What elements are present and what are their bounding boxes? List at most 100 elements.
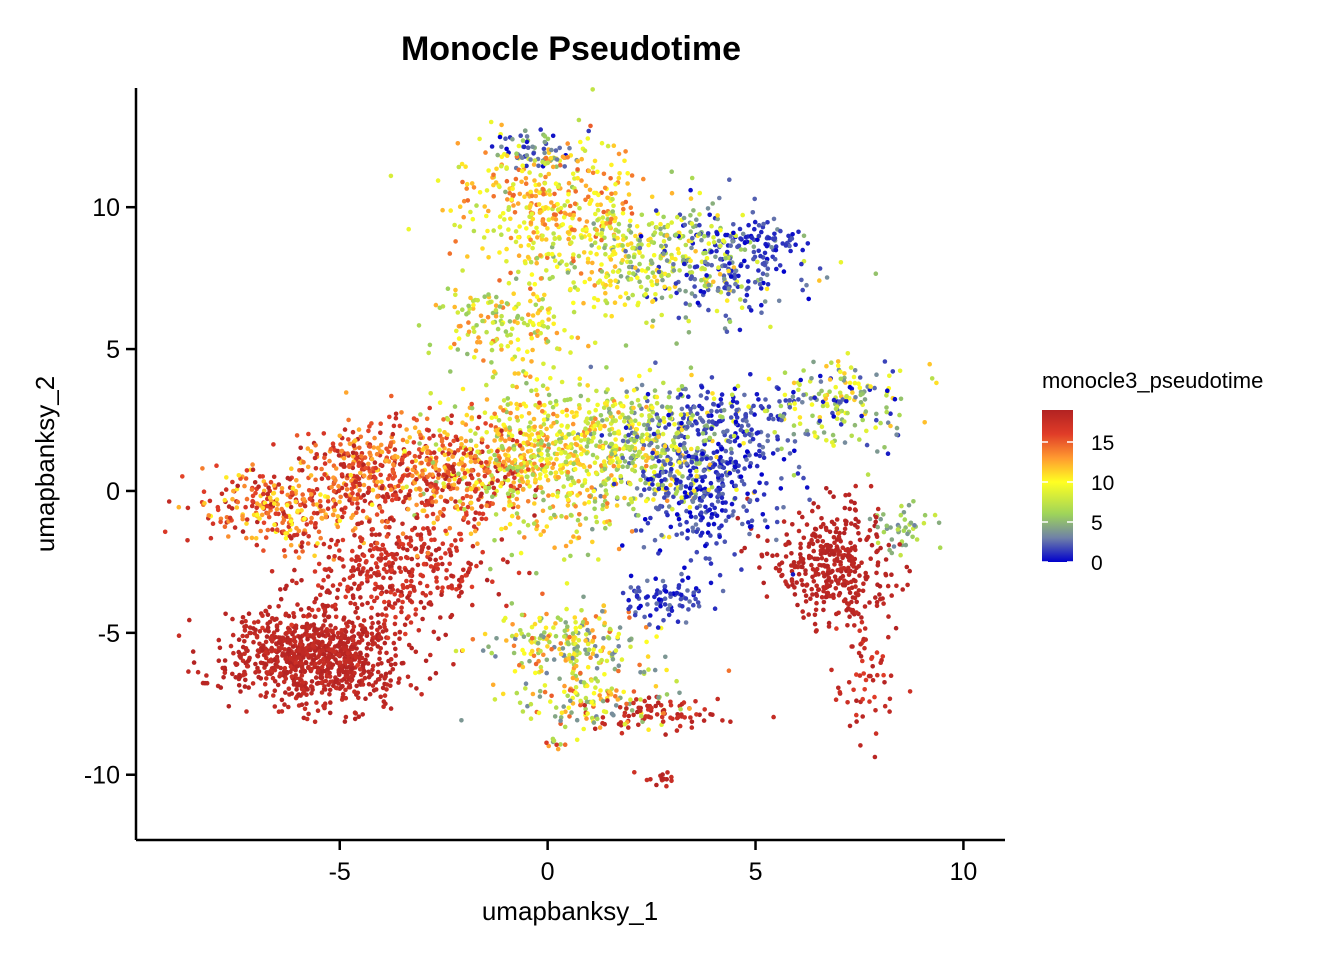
- data-point: [374, 564, 380, 570]
- data-point: [706, 282, 712, 288]
- data-point: [454, 328, 459, 334]
- data-point: [804, 485, 810, 490]
- data-point: [863, 637, 868, 642]
- data-point: [264, 676, 269, 681]
- data-point: [707, 556, 712, 562]
- data-point: [588, 364, 594, 370]
- data-point: [274, 506, 280, 512]
- data-point: [511, 203, 516, 208]
- data-point: [409, 645, 415, 651]
- data-point: [176, 633, 182, 638]
- data-point: [842, 505, 848, 511]
- data-point: [567, 145, 572, 151]
- data-point: [694, 468, 699, 474]
- data-point: [740, 212, 745, 218]
- data-point: [551, 738, 557, 744]
- data-point: [244, 468, 250, 473]
- data-point: [562, 634, 567, 639]
- data-point: [549, 646, 554, 652]
- data-point: [658, 243, 664, 249]
- data-point: [606, 476, 611, 481]
- data-point: [278, 671, 283, 676]
- data-point: [827, 490, 833, 495]
- data-point: [291, 611, 296, 616]
- data-point: [568, 286, 573, 292]
- data-point: [349, 629, 355, 634]
- data-point: [520, 647, 525, 653]
- data-point: [838, 562, 843, 567]
- data-point: [690, 525, 695, 531]
- data-point: [504, 146, 509, 152]
- data-point: [841, 530, 847, 536]
- data-point: [797, 415, 803, 420]
- data-point: [559, 710, 565, 716]
- data-point: [886, 614, 891, 619]
- data-point: [400, 583, 406, 588]
- data-point: [860, 714, 865, 719]
- data-point: [672, 422, 677, 427]
- data-point: [388, 678, 394, 683]
- data-point: [514, 415, 520, 420]
- data-point: [614, 284, 620, 290]
- data-point: [689, 459, 695, 465]
- data-point: [299, 540, 305, 545]
- data-point: [575, 493, 580, 498]
- data-point: [368, 615, 374, 620]
- data-point: [598, 423, 604, 429]
- chart-title: Monocle Pseudotime: [401, 30, 741, 68]
- data-point: [801, 475, 806, 481]
- data-point: [512, 306, 517, 311]
- data-point: [771, 714, 776, 720]
- data-point: [491, 228, 497, 233]
- data-point: [428, 564, 434, 569]
- data-point: [216, 658, 222, 663]
- data-point: [662, 443, 668, 449]
- data-point: [355, 586, 361, 592]
- data-point: [558, 641, 564, 646]
- data-point: [798, 545, 803, 551]
- data-point: [627, 615, 632, 620]
- data-point: [600, 698, 606, 704]
- data-point: [757, 480, 762, 486]
- data-point: [821, 430, 827, 435]
- data-point: [601, 709, 607, 714]
- data-point: [545, 448, 550, 454]
- data-point: [838, 422, 844, 427]
- data-point: [644, 320, 649, 326]
- data-point: [833, 406, 839, 412]
- data-point: [660, 483, 666, 488]
- data-point: [911, 499, 916, 504]
- data-point: [378, 694, 384, 700]
- data-point: [521, 519, 526, 524]
- data-point: [258, 676, 264, 681]
- data-point: [841, 598, 847, 604]
- data-point: [510, 493, 515, 499]
- data-point: [489, 480, 495, 486]
- data-point: [327, 544, 333, 550]
- data-point: [576, 117, 582, 123]
- data-point: [811, 579, 817, 584]
- data-point: [451, 438, 457, 444]
- data-point: [701, 251, 706, 256]
- data-point: [232, 525, 238, 530]
- data-point: [726, 668, 732, 673]
- data-point: [511, 182, 516, 187]
- data-point: [566, 180, 572, 186]
- data-point: [580, 483, 585, 489]
- data-point: [690, 529, 696, 534]
- data-point: [604, 658, 610, 664]
- data-point: [338, 648, 343, 653]
- data-point: [598, 493, 603, 499]
- data-point: [568, 553, 573, 559]
- data-point: [680, 604, 685, 609]
- data-point: [712, 606, 718, 611]
- data-point: [479, 516, 485, 522]
- data-point: [607, 432, 613, 437]
- data-point: [663, 732, 668, 737]
- data-point: [712, 431, 717, 437]
- data-point: [831, 494, 836, 500]
- data-point: [650, 299, 655, 305]
- data-point: [464, 481, 470, 487]
- data-point: [306, 534, 312, 539]
- data-point: [693, 699, 698, 704]
